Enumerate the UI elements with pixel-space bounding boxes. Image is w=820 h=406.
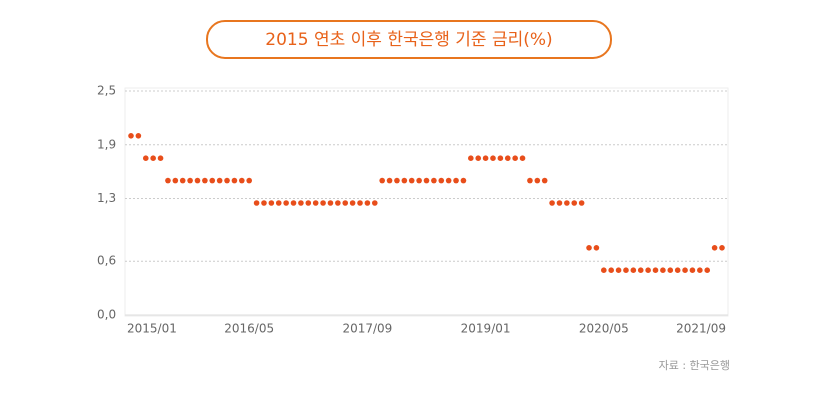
dot bbox=[379, 177, 385, 184]
x-tick-label: 2020/05 bbox=[579, 322, 629, 336]
x-tick-label: 2015/01 bbox=[127, 322, 177, 336]
dot bbox=[224, 177, 230, 184]
dot bbox=[704, 267, 711, 274]
dot bbox=[608, 267, 614, 274]
dot bbox=[719, 245, 725, 251]
source: 자료 : 한국은행 bbox=[659, 359, 730, 372]
dot bbox=[504, 155, 511, 161]
dot bbox=[239, 177, 245, 184]
y-tick-label: 0,0 bbox=[97, 308, 116, 322]
dot bbox=[497, 155, 504, 161]
dot bbox=[571, 200, 578, 206]
dot bbox=[475, 155, 482, 161]
dot bbox=[349, 200, 356, 206]
dot bbox=[512, 155, 518, 161]
dot bbox=[652, 267, 659, 274]
dot bbox=[150, 155, 156, 161]
dot bbox=[135, 133, 142, 139]
dot bbox=[312, 200, 319, 206]
dot bbox=[179, 177, 186, 184]
title-box bbox=[206, 20, 612, 59]
dot bbox=[578, 200, 585, 206]
dot bbox=[165, 177, 171, 184]
dot bbox=[194, 177, 201, 184]
dot bbox=[660, 267, 666, 274]
chart-title: 2015 연초 이후 한국은행 기준 금리(%) bbox=[265, 30, 552, 50]
dot bbox=[275, 200, 282, 206]
dot bbox=[423, 177, 430, 184]
dot bbox=[187, 177, 193, 184]
dot bbox=[482, 155, 489, 161]
dot bbox=[534, 177, 541, 184]
dot bbox=[342, 200, 349, 206]
dot bbox=[357, 200, 363, 206]
dot bbox=[431, 177, 437, 184]
dot bbox=[268, 200, 275, 206]
dot bbox=[253, 200, 260, 206]
dot bbox=[711, 245, 718, 251]
dot bbox=[645, 267, 651, 274]
dot bbox=[615, 267, 622, 274]
x-tick-label: 2017/09 bbox=[342, 322, 392, 336]
dot bbox=[637, 267, 644, 274]
dot bbox=[298, 200, 304, 206]
dot bbox=[667, 267, 674, 274]
dot bbox=[460, 177, 467, 184]
dot bbox=[128, 133, 134, 139]
dot bbox=[401, 177, 408, 184]
dot bbox=[246, 177, 252, 184]
dot bbox=[674, 267, 681, 274]
dot bbox=[231, 177, 238, 184]
dot bbox=[453, 177, 459, 184]
dot bbox=[416, 177, 422, 184]
dot bbox=[364, 200, 371, 206]
dot bbox=[490, 155, 496, 161]
dot bbox=[335, 200, 341, 206]
dot bbox=[682, 267, 688, 274]
dot bbox=[468, 155, 474, 161]
x-tick-label: 2021/09 bbox=[676, 322, 726, 336]
dot bbox=[386, 177, 393, 184]
dot bbox=[216, 177, 223, 184]
dot bbox=[371, 200, 378, 206]
dot bbox=[564, 200, 570, 206]
dot bbox=[305, 200, 312, 206]
x-tick-label: 2016/05 bbox=[224, 322, 274, 336]
dot bbox=[209, 177, 216, 184]
dot bbox=[556, 200, 563, 206]
dot bbox=[394, 177, 400, 184]
dot bbox=[541, 177, 548, 184]
y-tick-label: 0,6 bbox=[97, 254, 116, 268]
y-tick-label: 1,3 bbox=[97, 191, 116, 205]
dot bbox=[202, 177, 208, 184]
dot bbox=[527, 177, 533, 184]
dot bbox=[438, 177, 445, 184]
y-tick-label: 1,9 bbox=[97, 137, 116, 151]
dot bbox=[549, 200, 555, 206]
dot bbox=[519, 155, 526, 161]
dot bbox=[593, 245, 600, 251]
x-tick-label: 2019/01 bbox=[461, 322, 511, 336]
y-tick-label: 2,5 bbox=[97, 84, 116, 98]
dot bbox=[630, 267, 637, 274]
plot-area bbox=[124, 87, 729, 317]
dot bbox=[283, 200, 289, 206]
dot bbox=[697, 267, 703, 274]
dot bbox=[408, 177, 415, 184]
dot bbox=[623, 267, 629, 274]
dot bbox=[172, 177, 179, 184]
dot bbox=[445, 177, 452, 184]
dot bbox=[586, 245, 592, 251]
dot bbox=[320, 200, 326, 206]
dot bbox=[689, 267, 696, 274]
dot bbox=[290, 200, 297, 206]
dot bbox=[327, 200, 334, 206]
dot bbox=[261, 200, 267, 206]
dot bbox=[157, 155, 164, 161]
dot bbox=[142, 155, 149, 161]
dot bbox=[601, 267, 607, 274]
